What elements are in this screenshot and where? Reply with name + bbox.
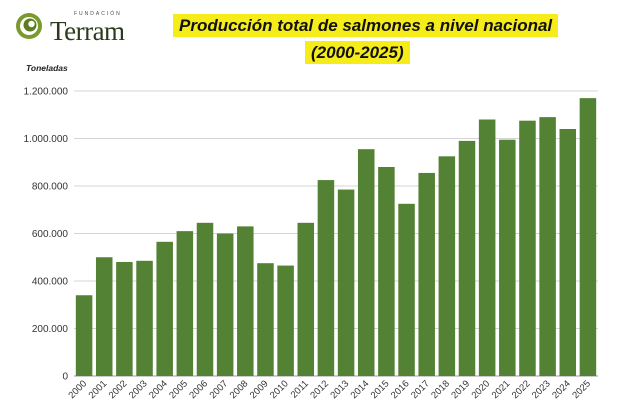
- logo-small-text: FUNDACIÓN: [74, 11, 122, 17]
- y-tick-label: 200.000: [32, 324, 69, 335]
- bar: [216, 233, 234, 376]
- bar: [116, 262, 133, 376]
- bar: [176, 231, 194, 376]
- x-tick-label: 2021: [490, 378, 513, 401]
- bars: [75, 98, 597, 376]
- y-tick-label: 600.000: [32, 229, 69, 240]
- bar: [579, 98, 597, 376]
- bar: [418, 172, 435, 376]
- bar: [257, 263, 274, 376]
- chart-subtitle: (2000-2025): [305, 41, 410, 64]
- x-tick-label: 2001: [87, 378, 110, 401]
- chart-title: Producción total de salmones a nivel nac…: [173, 14, 559, 37]
- x-tick-label: 2007: [208, 378, 231, 401]
- bar: [75, 295, 93, 376]
- x-tick-label: 2004: [147, 378, 170, 401]
- y-tick-labels: 0 200.000 400.000 600.000 800.000 1.000.000 1.…: [24, 87, 69, 383]
- x-tick-label: 2013: [328, 378, 351, 401]
- bar: [196, 222, 214, 376]
- logo-wordmark: Terram: [50, 16, 125, 46]
- bar: [398, 203, 415, 376]
- bar: [458, 140, 476, 376]
- bar: [277, 265, 294, 376]
- x-tick-label: 2018: [429, 378, 452, 401]
- bar: [297, 222, 315, 376]
- bar: [378, 167, 395, 376]
- x-tick-label: 2006: [187, 378, 210, 401]
- x-tick-label: 2012: [308, 378, 331, 401]
- y-axis-label: Toneladas: [26, 63, 68, 73]
- x-tick-label: 2005: [167, 378, 190, 401]
- x-tick-labels: 2000200120022003200420052006200720082009…: [66, 378, 593, 401]
- bar: [438, 156, 456, 376]
- x-tick-label: 2020: [470, 378, 493, 401]
- x-tick-label: 2017: [409, 378, 432, 401]
- bar: [539, 117, 556, 376]
- x-tick-label: 2016: [389, 378, 412, 401]
- x-tick-label: 2002: [107, 378, 130, 401]
- x-tick-label: 2010: [268, 378, 291, 401]
- bar: [499, 139, 516, 376]
- spiral-leaf-icon: [16, 13, 42, 39]
- x-tick-label: 2003: [127, 378, 150, 401]
- bar: [519, 120, 536, 376]
- terram-logo: FUNDACIÓN Terram: [14, 8, 134, 46]
- x-tick-label: 2025: [570, 378, 593, 401]
- y-tick-label: 0: [62, 372, 68, 383]
- bar: [478, 119, 496, 376]
- bar: [95, 257, 113, 376]
- bar: [317, 180, 335, 376]
- x-tick-label: 2009: [248, 378, 271, 401]
- y-tick-label: 1.200.000: [24, 87, 69, 98]
- x-tick-label: 2014: [349, 378, 372, 401]
- y-tick-label: 1.000.000: [24, 134, 69, 145]
- x-tick-label: 2019: [449, 378, 472, 401]
- x-tick-label: 2023: [530, 378, 553, 401]
- y-tick-label: 800.000: [32, 182, 69, 193]
- x-tick-label: 2022: [510, 378, 533, 401]
- bar: [156, 241, 173, 376]
- bar: [136, 260, 153, 376]
- x-tick-label: 2008: [228, 378, 251, 401]
- x-tick-label: 2024: [550, 378, 573, 401]
- y-tick-label: 400.000: [32, 277, 69, 288]
- bar: [237, 226, 254, 376]
- x-tick-label: 2000: [66, 378, 89, 401]
- bar: [337, 189, 355, 376]
- x-tick-label: 2011: [289, 378, 311, 400]
- bar: [357, 149, 375, 376]
- x-tick-label: 2015: [369, 378, 392, 401]
- bar: [559, 129, 577, 376]
